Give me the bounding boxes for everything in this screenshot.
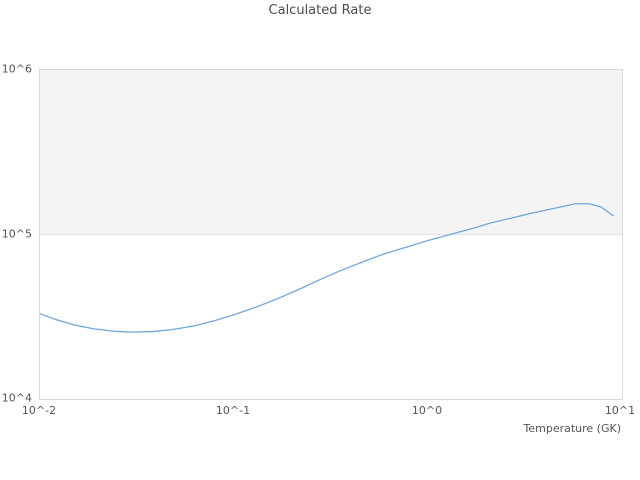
x-tick-label-1e-2: 10^-2 — [21, 404, 57, 417]
x-tick-label-1e0: 10^0 — [411, 404, 443, 417]
y-tick-label-1e5: 10^5 — [1, 227, 32, 240]
y-tick-label-1e4: 10^4 — [1, 391, 32, 405]
chart-title: Calculated Rate — [268, 3, 372, 18]
grid-band — [40, 70, 622, 235]
x-tick-label-1e1: 10^1 — [604, 404, 636, 417]
x-tick-label-1e-1: 10^-1 — [215, 404, 251, 417]
rate-line-series — [40, 203, 614, 333]
x-axis-label: Temperature (GK) — [523, 422, 622, 435]
y-tick-label-1e6: 10^6 — [1, 62, 32, 76]
plot-area — [39, 69, 623, 400]
line-plot — [40, 203, 614, 333]
